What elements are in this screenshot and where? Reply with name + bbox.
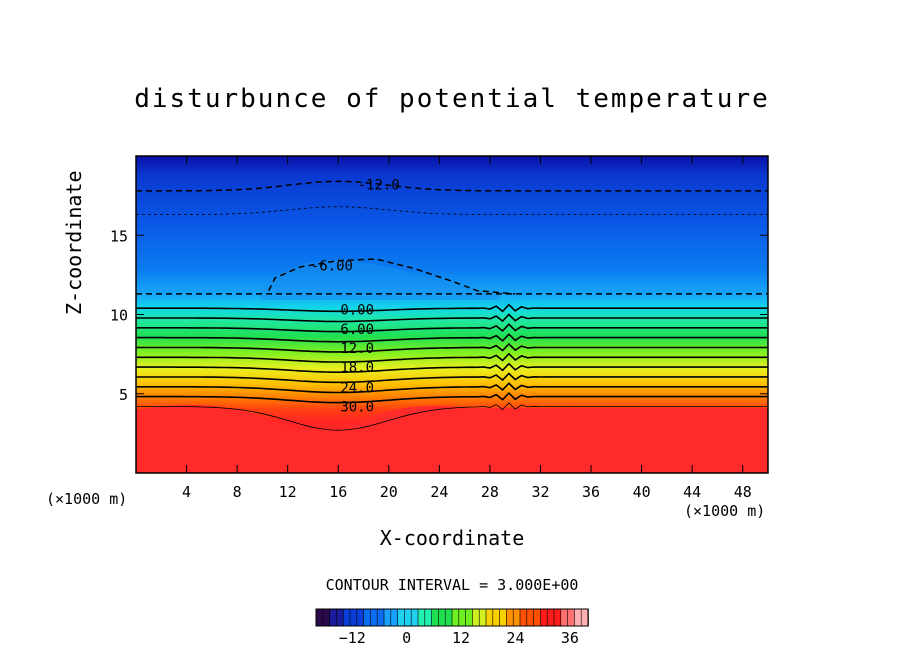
colorbar-cell xyxy=(444,608,453,627)
x-axis-ticks: 4 8 12 16 20 24 28 32 36 40 44 48 xyxy=(182,156,752,501)
colorbar-cell xyxy=(397,608,406,627)
colorbar-cell xyxy=(465,608,474,627)
colorbar-cell xyxy=(404,608,412,627)
colorbar-cell xyxy=(431,608,440,627)
colorbar: −12 0 12 24 36 xyxy=(315,608,589,647)
colorbar-tick-label: 36 xyxy=(561,629,579,647)
contour-labels: -12.0 -6.00 0.00 6.00 12.0 18.0 24.0 30.0 xyxy=(311,178,400,416)
x-tick-label: 8 xyxy=(233,483,242,501)
contour-label: -6.00 xyxy=(311,258,353,274)
x-unit-right: (×1000 m) xyxy=(684,502,766,520)
y-tick-label: 5 xyxy=(119,386,128,404)
contour-line xyxy=(136,333,768,343)
chart-title: disturbunce of potential temperature xyxy=(134,84,770,114)
colorbar-cell xyxy=(546,608,555,627)
warm-bubble-dip xyxy=(136,404,768,473)
colorbar-cell xyxy=(560,608,569,627)
contour-line xyxy=(136,391,768,404)
y-axis-ticks: 5 10 15 xyxy=(110,227,768,404)
colorbar-cell xyxy=(356,608,365,627)
colorbar-cell xyxy=(349,608,358,627)
x-tick-label: 4 xyxy=(182,483,191,501)
colorbar-cell xyxy=(424,608,433,627)
x-tick-label: 24 xyxy=(430,483,448,501)
colorbar-cell xyxy=(519,608,528,627)
colorbar-cell xyxy=(410,608,419,627)
colorbar-cell xyxy=(383,608,392,627)
contour-label: 12.0 xyxy=(340,341,374,357)
colorbar-cell xyxy=(506,608,514,627)
colorbar-cell xyxy=(567,608,576,627)
colorbar-cell xyxy=(533,608,542,627)
contour-interval-text: CONTOUR INTERVAL = 3.000E+00 xyxy=(325,576,579,594)
colorbar-cell xyxy=(485,608,494,627)
contour-label: 24.0 xyxy=(340,380,374,396)
colorbar-cell xyxy=(574,608,583,627)
y-axis-label: Z-coordinate xyxy=(62,170,86,316)
colorbar-cell xyxy=(540,608,549,627)
x-tick-label: 40 xyxy=(633,483,651,501)
contour-label: 18.0 xyxy=(340,360,374,376)
y-tick-label: 10 xyxy=(110,307,128,325)
colorbar-cell xyxy=(342,608,351,627)
contour-line xyxy=(136,402,768,431)
x-tick-label: 48 xyxy=(734,483,752,501)
colorbar-cell xyxy=(512,608,521,627)
colorbar-cell xyxy=(370,608,378,627)
contour-label: 6.00 xyxy=(340,322,374,338)
contour-line-negative xyxy=(268,258,516,295)
cool-bulge xyxy=(260,260,500,300)
colorbar-tick-label: 24 xyxy=(506,629,524,647)
colorbar-cell xyxy=(472,608,480,627)
x-tick-label: 20 xyxy=(380,483,398,501)
colorbar-cell xyxy=(336,608,344,627)
contour-line xyxy=(136,303,768,313)
colorbar-cell xyxy=(438,608,446,627)
contour-line xyxy=(136,372,768,384)
colorbar-cell xyxy=(363,608,372,627)
colorbar-cell xyxy=(458,608,467,627)
contour-line xyxy=(136,323,768,333)
contour-label: -12.0 xyxy=(358,178,400,194)
x-tick-label: 12 xyxy=(279,483,297,501)
colorbar-cell xyxy=(329,608,338,627)
y-tick-label: 15 xyxy=(110,227,128,245)
x-tick-label: 44 xyxy=(683,483,701,501)
colorbar-cell xyxy=(376,608,385,627)
colorbar-cell xyxy=(417,608,426,627)
x-tick-label: 32 xyxy=(531,483,549,501)
colorbar-frame xyxy=(315,608,589,627)
colorbar-tick-label: 0 xyxy=(402,629,411,647)
contour-label: 0.00 xyxy=(340,303,374,319)
colorbar-cell xyxy=(322,608,331,627)
x-axis-label: X-coordinate xyxy=(379,526,525,550)
colorbar-cell xyxy=(451,608,460,627)
contour-label: 30.0 xyxy=(340,399,374,415)
contour-line xyxy=(136,342,768,353)
contour-line-negative xyxy=(136,180,768,192)
colorbar-cell xyxy=(492,608,501,627)
x-tick-label: 16 xyxy=(329,483,347,501)
colorbar-tick-label: −12 xyxy=(339,629,366,647)
x-tick-label: 28 xyxy=(481,483,499,501)
field-area xyxy=(136,156,768,473)
colorbar-cell xyxy=(315,608,324,627)
colorbar-tick-label: 12 xyxy=(452,629,470,647)
colorbar-cell xyxy=(526,608,535,627)
contour-line xyxy=(136,382,768,394)
colorbar-cell xyxy=(390,608,399,627)
x-unit-left: (×1000 m) xyxy=(46,490,128,508)
colorbar-cell xyxy=(478,608,487,627)
contour-line xyxy=(136,362,768,373)
x-tick-label: 36 xyxy=(582,483,600,501)
colorbar-cell xyxy=(499,608,508,627)
contour-lines xyxy=(136,180,768,431)
contour-line xyxy=(136,313,768,323)
colorbar-cell xyxy=(580,608,589,627)
colorbar-cell xyxy=(553,608,562,627)
contour-line xyxy=(136,352,768,363)
